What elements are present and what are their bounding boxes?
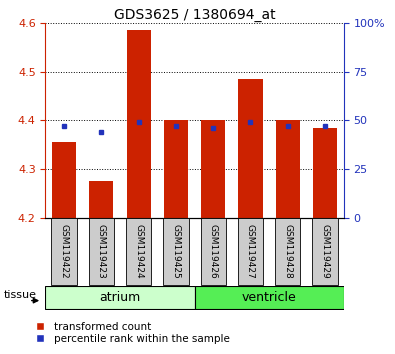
Legend: transformed count, percentile rank within the sample: transformed count, percentile rank withi… (25, 318, 234, 348)
Bar (238, 218, 263, 285)
Bar (163, 218, 188, 285)
Bar (126, 30, 151, 218)
Text: GSM119429: GSM119429 (320, 224, 329, 279)
Bar (275, 218, 301, 285)
Text: GSM119423: GSM119423 (97, 224, 106, 279)
Text: GSM119424: GSM119424 (134, 224, 143, 279)
Bar (51, 218, 77, 285)
Bar (201, 218, 226, 285)
Text: GSM119427: GSM119427 (246, 224, 255, 279)
Title: GDS3625 / 1380694_at: GDS3625 / 1380694_at (114, 8, 275, 22)
Text: GSM119425: GSM119425 (171, 224, 181, 279)
Text: GSM119426: GSM119426 (209, 224, 218, 279)
Bar (52, 142, 76, 218)
Bar (194, 286, 344, 309)
Text: ventricle: ventricle (242, 291, 297, 304)
Bar (45, 286, 194, 309)
Bar (238, 79, 263, 218)
Bar (312, 218, 338, 285)
Bar (126, 218, 151, 285)
Bar (164, 120, 188, 218)
Text: atrium: atrium (100, 291, 141, 304)
Bar (89, 181, 113, 218)
Text: GSM119428: GSM119428 (283, 224, 292, 279)
Bar (276, 120, 300, 218)
Bar (313, 128, 337, 218)
Bar (201, 120, 225, 218)
Text: GSM119422: GSM119422 (60, 224, 69, 279)
Text: tissue: tissue (4, 290, 37, 300)
Bar (88, 218, 114, 285)
